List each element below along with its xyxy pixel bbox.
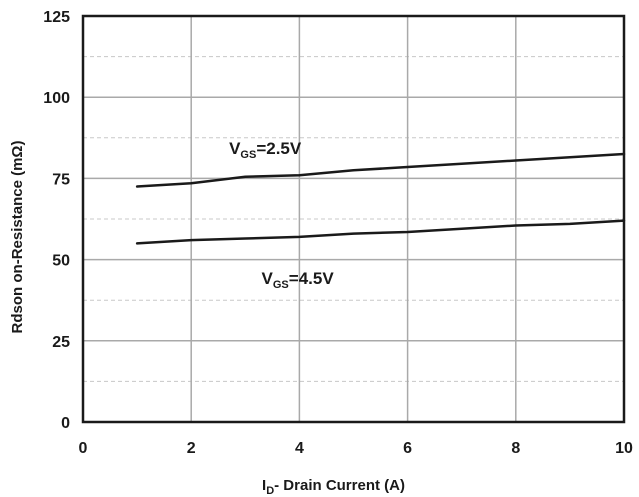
- annotation-main: V: [229, 139, 241, 158]
- x-axis-label-rest: - Drain Current (A): [274, 477, 405, 494]
- y-tick-label: 50: [52, 253, 70, 270]
- y-axis-label: Rdson on-Resistance (mΩ): [9, 141, 26, 334]
- annotation-rest: =2.5V: [256, 139, 302, 158]
- minor-gridlines: [83, 56, 624, 382]
- series-lines: [135, 152, 626, 245]
- y-tick-label: 25: [52, 334, 70, 351]
- y-tick-label: 125: [43, 9, 70, 26]
- series-line-1: [135, 219, 626, 245]
- annotation-main: V: [262, 269, 274, 288]
- major-gridlines: [83, 16, 624, 422]
- x-axis-label-subscript: D: [266, 485, 274, 497]
- y-tick-labels: 0 25 50 75 100 125: [43, 9, 70, 432]
- annotation-vgs-4-5v: VGS=4.5V: [262, 269, 335, 291]
- series-line-0: [135, 152, 626, 188]
- x-tick-label: 0: [79, 440, 88, 457]
- y-tick-label: 100: [43, 90, 70, 107]
- y-tick-label: 75: [52, 171, 70, 188]
- x-axis-label: ID- Drain Current (A): [262, 477, 405, 497]
- x-tick-label: 2: [187, 440, 196, 457]
- annotation-rest: =4.5V: [289, 269, 335, 288]
- plot-frame: [81, 14, 626, 424]
- annotation-vgs-2-5v: VGS=2.5V: [229, 139, 302, 161]
- x-tick-label: 10: [615, 440, 633, 457]
- x-tick-labels: 0 2 4 6 8 10: [79, 440, 633, 457]
- y-tick-label: 0: [61, 415, 70, 432]
- x-axis-label-main: I: [262, 477, 266, 494]
- annotation-subscript: GS: [240, 149, 256, 161]
- x-tick-label: 6: [403, 440, 412, 457]
- annotation-subscript: GS: [273, 279, 289, 291]
- x-tick-label: 8: [511, 440, 520, 457]
- x-tick-label: 4: [295, 440, 304, 457]
